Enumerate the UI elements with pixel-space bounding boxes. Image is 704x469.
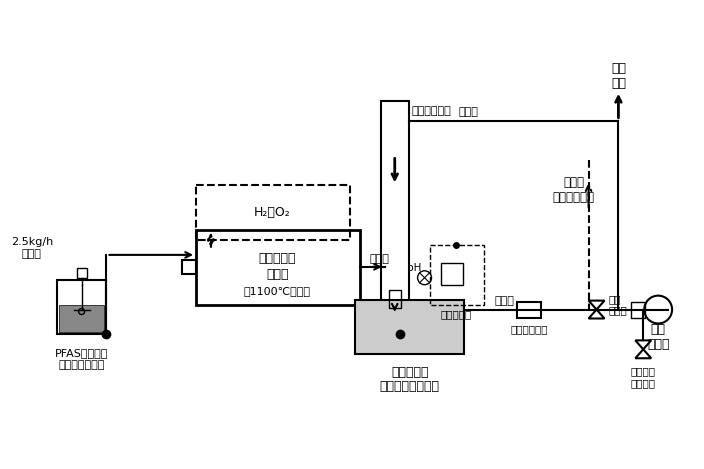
Polygon shape bbox=[635, 340, 651, 349]
Text: スクラバー水: スクラバー水 bbox=[412, 106, 451, 116]
Text: （クエンチャー）: （クエンチャー） bbox=[379, 379, 440, 393]
Bar bbox=[182, 260, 196, 274]
Bar bbox=[441, 263, 463, 285]
Text: 分解炉: 分解炉 bbox=[266, 268, 289, 281]
Text: ドレンポット: ドレンポット bbox=[510, 325, 548, 334]
Text: 排ガス: 排ガス bbox=[370, 254, 390, 264]
Polygon shape bbox=[589, 301, 605, 310]
Bar bbox=[381, 101, 408, 329]
Bar bbox=[389, 290, 401, 308]
Text: 苛性ソーダ: 苛性ソーダ bbox=[441, 310, 472, 319]
Text: （1100℃以上）: （1100℃以上） bbox=[244, 286, 311, 295]
Polygon shape bbox=[635, 349, 651, 358]
Bar bbox=[77, 268, 87, 278]
Bar bbox=[58, 304, 104, 333]
Bar bbox=[517, 302, 541, 318]
Text: 排ガス: 排ガス bbox=[458, 107, 478, 117]
Text: H₂、O₂: H₂、O₂ bbox=[254, 205, 291, 219]
Bar bbox=[196, 185, 350, 240]
Text: ガス
流量計: ガス 流量計 bbox=[608, 294, 627, 315]
Text: 吸引
ファン: 吸引 ファン bbox=[647, 324, 670, 351]
Text: 2.5kg/h
で供給: 2.5kg/h で供給 bbox=[11, 237, 53, 259]
Bar bbox=[631, 302, 646, 318]
Text: 排ガス
サンプリング: 排ガス サンプリング bbox=[553, 176, 595, 204]
Bar bbox=[196, 230, 360, 304]
Text: PFAS吸着粉末
活性炭スラリー: PFAS吸着粉末 活性炭スラリー bbox=[55, 348, 108, 370]
Text: スクラバー: スクラバー bbox=[391, 366, 429, 378]
Polygon shape bbox=[589, 310, 605, 318]
Bar bbox=[355, 300, 465, 354]
Text: 排ガス: 排ガス bbox=[494, 295, 514, 306]
Text: 過熱水蒸気: 過熱水蒸気 bbox=[258, 252, 296, 265]
Bar bbox=[429, 245, 484, 304]
Bar bbox=[57, 280, 106, 334]
Text: pH: pH bbox=[408, 263, 422, 273]
Text: 希釈空気
（吸引）: 希釈空気 （吸引） bbox=[631, 366, 655, 388]
Text: 大気
放出: 大気 放出 bbox=[611, 62, 626, 90]
